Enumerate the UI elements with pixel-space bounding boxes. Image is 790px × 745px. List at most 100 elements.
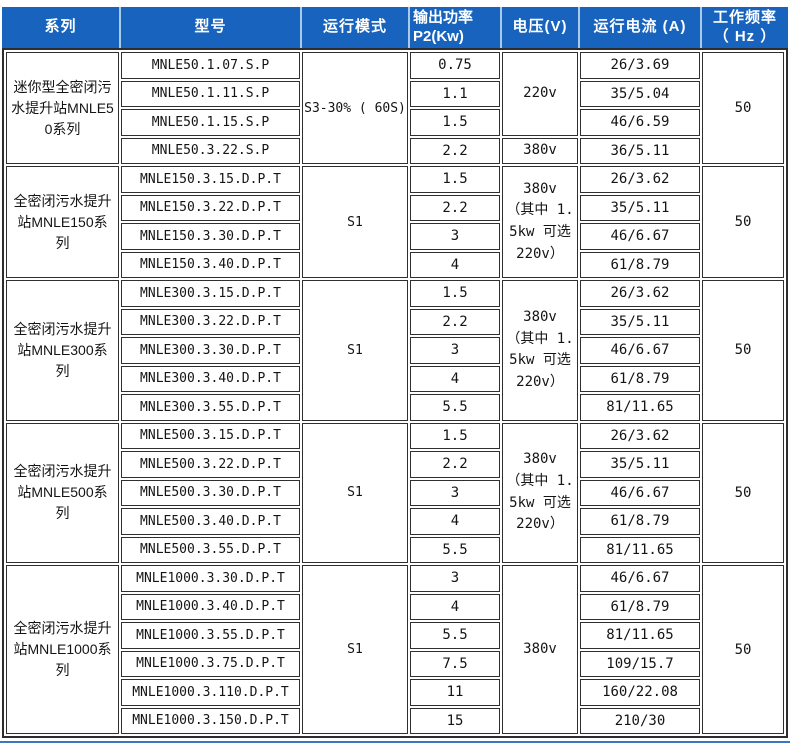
power-cell: 2.2 xyxy=(410,137,500,164)
current-cell: 35/5.11 xyxy=(580,308,700,335)
model-cell: MNLE150.3.22.D.P.T xyxy=(121,194,300,221)
column-header-mode: 运行模式 xyxy=(302,7,408,48)
table-row: 迷你型全密闭污水提升站MNLE50系列 MNLE50.1.07.S.P S3-3… xyxy=(6,52,784,164)
voltage-cell: 380v xyxy=(502,565,578,734)
model-cell: MNLE1000.3.30.D.P.T xyxy=(121,565,300,592)
power-cell: 3 xyxy=(410,223,500,250)
model-cell: MNLE1000.3.40.D.P.T xyxy=(121,593,300,620)
mode-cell: S1 xyxy=(302,166,408,278)
mode-cell: S1 xyxy=(302,565,408,734)
current-cell: 26/3.69 xyxy=(580,52,700,79)
power-cell: 4 xyxy=(410,251,500,278)
column-header-frequency: 工作频率 （ Hz ） xyxy=(702,7,788,48)
model-cell: MNLE150.3.40.D.P.T xyxy=(121,251,300,278)
column-header-voltage: 电压(V) xyxy=(502,7,578,48)
table-row: MNLE1000.3.150.D.P.T 15 210/30 xyxy=(6,707,784,734)
power-cell: 0.75 xyxy=(410,52,500,79)
model-cell: MNLE1000.3.75.D.P.T xyxy=(121,650,300,677)
current-cell: 26/3.62 xyxy=(580,422,700,449)
model-cell: MNLE1000.3.150.D.P.T xyxy=(121,707,300,734)
table-row: MNLE500.3.30.D.P.T 3 46/6.67 xyxy=(6,479,784,506)
model-cell: MNLE300.3.22.D.P.T xyxy=(121,308,300,335)
table-row: 全密闭污水提升站MNLE500系列 MNLE500.3.15.D.P.T S1 … xyxy=(6,422,784,563)
table-row: MNLE500.3.40.D.P.T 4 61/8.79 xyxy=(6,508,784,535)
table-row: MNLE1000.3.55.D.P.T 5.5 81/11.65 xyxy=(6,622,784,649)
power-cell: 11 xyxy=(410,679,500,706)
frequency-cell: 50 xyxy=(702,52,784,164)
model-cell: MNLE1000.3.55.D.P.T xyxy=(121,622,300,649)
column-header-power: 输出功率 P2(Kw) xyxy=(410,7,500,48)
power-cell: 1.5 xyxy=(410,280,500,307)
current-cell: 46/6.67 xyxy=(580,565,700,592)
current-cell: 61/8.79 xyxy=(580,365,700,392)
model-cell: MNLE300.3.15.D.P.T xyxy=(121,280,300,307)
current-cell: 26/3.62 xyxy=(580,166,700,193)
model-cell: MNLE150.3.15.D.P.T xyxy=(121,166,300,193)
power-cell: 2.2 xyxy=(410,308,500,335)
series-cell: 全密闭污水提升站MNLE300系列 xyxy=(6,280,119,421)
table-row: MNLE300.3.22.D.P.T 2.2 35/5.11 xyxy=(6,308,784,335)
current-cell: 46/6.67 xyxy=(580,337,700,364)
table-header: 系列 型号 运行模式 输出功率 P2(Kw) 电压(V) 运行电流 (A) 工作… xyxy=(2,7,788,48)
model-cell: MNLE1000.3.110.D.P.T xyxy=(121,679,300,706)
table-row: MNLE50.1.11.S.P 1.1 35/5.04 xyxy=(6,80,784,107)
current-cell: 35/5.11 xyxy=(580,451,700,478)
power-cell: 1.5 xyxy=(410,166,500,193)
model-cell: MNLE500.3.55.D.P.T xyxy=(121,536,300,563)
current-cell: 46/6.67 xyxy=(580,479,700,506)
table-row: MNLE150.3.30.D.P.T 3 46/6.67 xyxy=(6,223,784,250)
current-cell: 81/11.65 xyxy=(580,536,700,563)
table-row: MNLE300.3.55.D.P.T 5.5 81/11.65 xyxy=(6,394,784,421)
power-cell: 5.5 xyxy=(410,394,500,421)
current-cell: 81/11.65 xyxy=(580,394,700,421)
frequency-cell: 50 xyxy=(702,422,784,563)
current-cell: 35/5.04 xyxy=(580,80,700,107)
model-cell: MNLE50.3.22.S.P xyxy=(121,137,300,164)
model-cell: MNLE300.3.40.D.P.T xyxy=(121,365,300,392)
power-cell: 1.1 xyxy=(410,80,500,107)
series-cell: 全密闭污水提升站MNLE150系列 xyxy=(6,166,119,278)
power-cell: 4 xyxy=(410,365,500,392)
table-row: MNLE150.3.22.D.P.T 2.2 35/5.11 xyxy=(6,194,784,221)
power-cell: 1.5 xyxy=(410,109,500,136)
table-row: 全密闭污水提升站MNLE300系列 MNLE300.3.15.D.P.T S1 … xyxy=(6,280,784,421)
table-row: 全密闭污水提升站MNLE150系列 MNLE150.3.15.D.P.T S1 … xyxy=(6,166,784,278)
current-cell: 46/6.67 xyxy=(580,223,700,250)
table-row: MNLE300.3.40.D.P.T 4 61/8.79 xyxy=(6,365,784,392)
table-row: MNLE1000.3.110.D.P.T 11 160/22.08 xyxy=(6,679,784,706)
table-row: MNLE50.1.15.S.P 1.5 46/6.59 xyxy=(6,109,784,136)
current-cell: 26/3.62 xyxy=(580,280,700,307)
table-row: MNLE500.3.22.D.P.T 2.2 35/5.11 xyxy=(6,451,784,478)
power-cell: 5.5 xyxy=(410,622,500,649)
table-row: MNLE1000.3.40.D.P.T 4 61/8.79 xyxy=(6,593,784,620)
current-cell: 46/6.59 xyxy=(580,109,700,136)
spec-table: 迷你型全密闭污水提升站MNLE50系列 MNLE50.1.07.S.P S3-3… xyxy=(4,50,786,736)
frequency-cell: 50 xyxy=(702,565,784,734)
voltage-cell: 380v （其中 1.5kw 可选 220v） xyxy=(502,280,578,421)
table-row: MNLE300.3.30.D.P.T 3 46/6.67 xyxy=(6,337,784,364)
voltage-cell: 380v （其中 1.5kw 可选 220v） xyxy=(502,422,578,563)
table-row: MNLE50.3.22.S.P 2.2 380v 36/5.11 xyxy=(6,137,784,164)
column-header-series: 系列 xyxy=(2,7,119,48)
voltage-cell: 220v xyxy=(502,52,578,136)
model-cell: MNLE500.3.40.D.P.T xyxy=(121,508,300,535)
current-cell: 109/15.7 xyxy=(580,650,700,677)
model-cell: MNLE300.3.55.D.P.T xyxy=(121,394,300,421)
power-cell: 7.5 xyxy=(410,650,500,677)
power-cell: 1.5 xyxy=(410,422,500,449)
current-cell: 61/8.79 xyxy=(580,251,700,278)
power-cell: 15 xyxy=(410,707,500,734)
power-cell: 3 xyxy=(410,479,500,506)
power-cell: 2.2 xyxy=(410,194,500,221)
table-row: MNLE1000.3.75.D.P.T 7.5 109/15.7 xyxy=(6,650,784,677)
mode-cell: S1 xyxy=(302,280,408,421)
current-cell: 210/30 xyxy=(580,707,700,734)
current-cell: 61/8.79 xyxy=(580,593,700,620)
table-row: 全密闭污水提升站MNLE1000系列 MNLE1000.3.30.D.P.T S… xyxy=(6,565,784,734)
mode-cell: S1 xyxy=(302,422,408,563)
mode-cell: S3-30% ( 60S) xyxy=(302,52,408,164)
table-row: MNLE500.3.55.D.P.T 5.5 81/11.65 xyxy=(6,536,784,563)
current-cell: 81/11.65 xyxy=(580,622,700,649)
current-cell: 35/5.11 xyxy=(580,194,700,221)
